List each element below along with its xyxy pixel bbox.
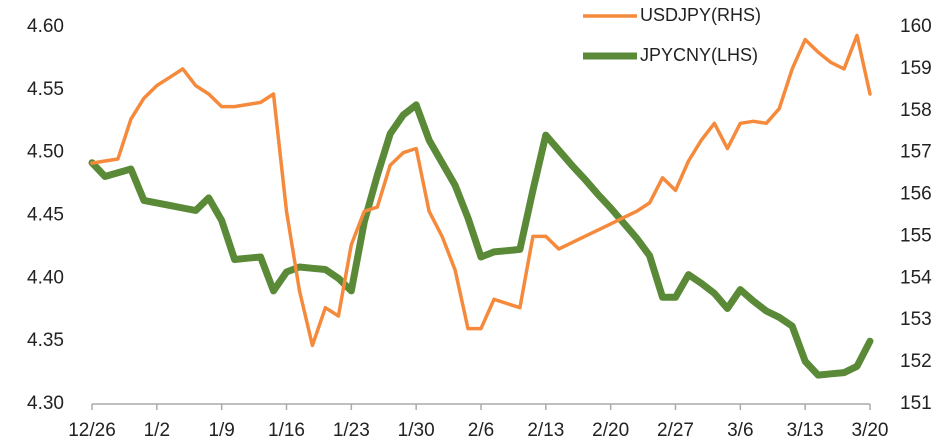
x-tick-label: 1/23 xyxy=(333,420,370,441)
y2-tick-label: 151 xyxy=(900,393,932,414)
x-tick-label: 2/27 xyxy=(657,420,694,441)
y2-tick-label: 156 xyxy=(900,184,932,205)
series-line xyxy=(88,101,874,379)
x-tick-label: 3/13 xyxy=(787,420,824,441)
y2-tick-label: 160 xyxy=(900,16,932,37)
y-tick-label: 4.60 xyxy=(27,16,64,37)
x-tick-label: 3/20 xyxy=(852,420,889,441)
y2-tick-label: 157 xyxy=(900,142,932,163)
x-tick-label: 1/2 xyxy=(144,420,170,441)
x-tick-label: 12/26 xyxy=(68,420,116,441)
y-tick-label: 4.35 xyxy=(27,330,64,351)
y-tick-label: 4.50 xyxy=(27,142,64,163)
y-tick-label: 4.40 xyxy=(27,267,64,288)
x-tick-label: 2/20 xyxy=(592,420,629,441)
legend-label: USDJPY(RHS) xyxy=(640,5,761,25)
series-line xyxy=(90,33,872,348)
y-tick-label: 4.45 xyxy=(27,205,64,226)
y2-tick-label: 152 xyxy=(900,351,932,372)
legend-label: JPYCNY(LHS) xyxy=(640,45,758,65)
y2-tick-label: 158 xyxy=(900,100,932,121)
x-tick-label: 1/9 xyxy=(208,420,234,441)
y2-tick-label: 154 xyxy=(900,267,932,288)
legend: USDJPY(RHS) JPYCNY(LHS) xyxy=(583,5,761,65)
y2-tick-label: 159 xyxy=(900,58,932,79)
y-tick-label: 4.55 xyxy=(27,79,64,100)
x-tick-label: 2/6 xyxy=(468,420,494,441)
y2-tick-label: 155 xyxy=(900,225,932,246)
x-tick-label: 2/13 xyxy=(527,420,564,441)
x-tick-label: 3/6 xyxy=(727,420,753,441)
y-tick-label: 4.30 xyxy=(27,393,64,414)
x-tick-label: 1/16 xyxy=(268,420,305,441)
y2-tick-label: 153 xyxy=(900,309,932,330)
x-tick-label: 1/30 xyxy=(398,420,435,441)
